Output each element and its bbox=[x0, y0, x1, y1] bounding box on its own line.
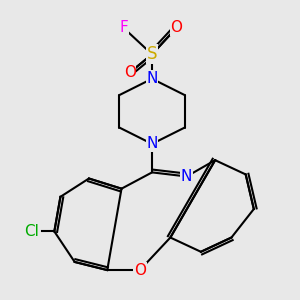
Text: N: N bbox=[146, 71, 158, 86]
Text: S: S bbox=[147, 45, 157, 63]
Text: O: O bbox=[134, 262, 146, 278]
Text: N: N bbox=[146, 136, 158, 152]
Text: F: F bbox=[119, 20, 128, 35]
Text: N: N bbox=[181, 169, 192, 184]
Text: O: O bbox=[124, 65, 136, 80]
Text: Cl: Cl bbox=[25, 224, 39, 239]
Text: O: O bbox=[170, 20, 182, 35]
